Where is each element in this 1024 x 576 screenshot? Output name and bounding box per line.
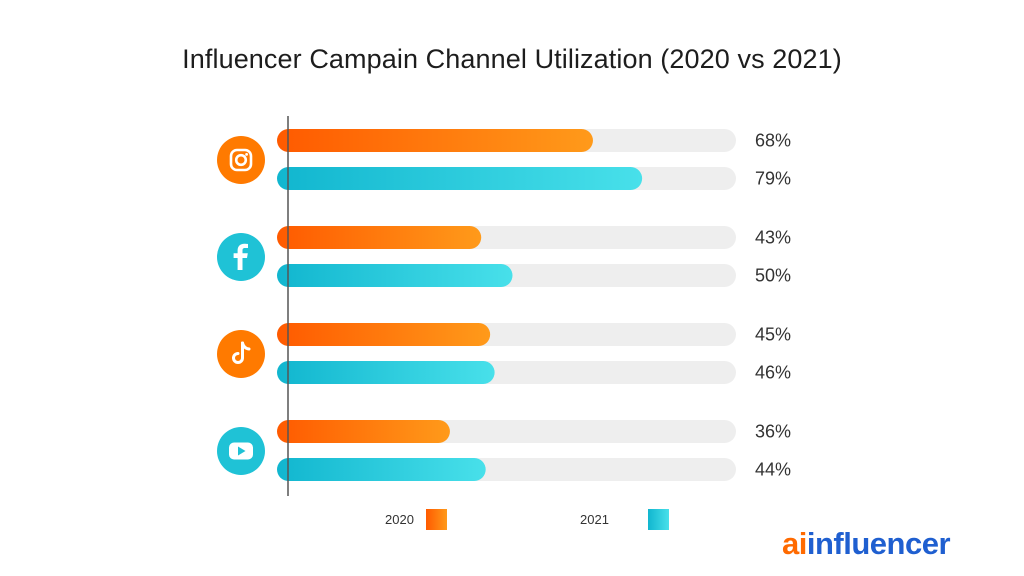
value-label: 46%: [755, 363, 791, 383]
instagram-icon: [217, 136, 265, 184]
value-label: 45%: [755, 325, 791, 345]
bar-2020-youtube: [277, 420, 450, 443]
bar-2020-instagram: [277, 129, 593, 152]
value-label: 36%: [755, 422, 791, 442]
legend-label-2020: 2020: [385, 512, 414, 527]
ainfluencer-logo: aiinfluencer: [782, 526, 951, 561]
youtube-icon: [217, 427, 265, 475]
bar-2021-youtube: [277, 458, 486, 481]
value-label: 68%: [755, 131, 791, 151]
value-label: 79%: [755, 169, 791, 189]
bar-2021-facebook: [277, 264, 513, 287]
value-label: 44%: [755, 460, 791, 480]
legend-swatch-2021: [648, 509, 669, 530]
tiktok-icon: [217, 330, 265, 378]
bar-2021-tiktok: [277, 361, 495, 384]
value-label: 50%: [755, 266, 791, 286]
legend-label-2021: 2021: [580, 512, 609, 527]
bar-2020-facebook: [277, 226, 482, 249]
bar-2020-tiktok: [277, 323, 491, 346]
chart-title: Influencer Campain Channel Utilization (…: [182, 44, 842, 74]
legend-swatch-2020: [426, 509, 447, 530]
value-label: 43%: [755, 228, 791, 248]
facebook-icon: [217, 233, 265, 281]
bar-2021-instagram: [277, 167, 643, 190]
